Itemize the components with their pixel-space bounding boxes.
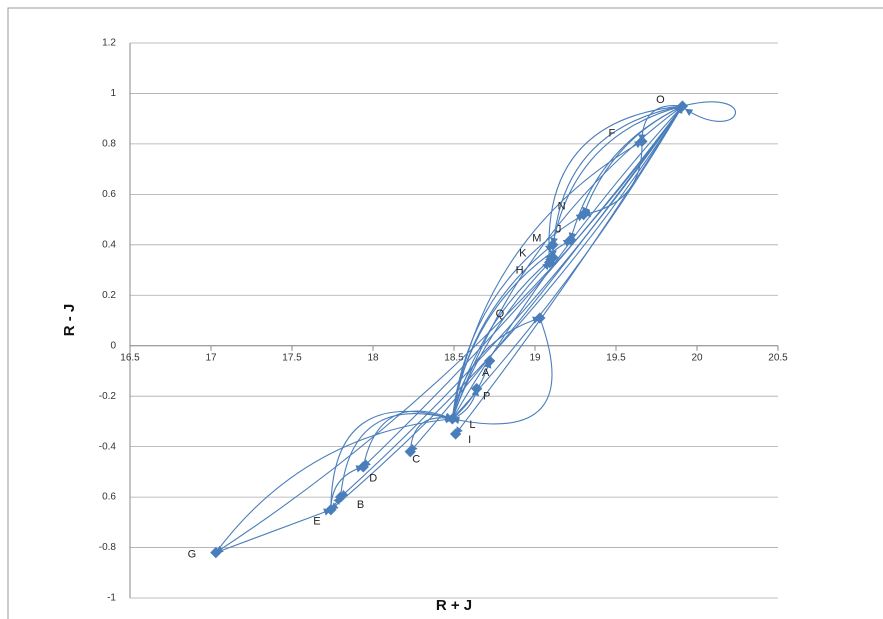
transition-arrow: [550, 105, 683, 246]
point-label: L: [469, 419, 475, 431]
point-label: B: [357, 499, 364, 511]
point-label: I: [468, 434, 471, 446]
x-tick-label: 20: [691, 352, 703, 363]
data-point: [547, 239, 559, 251]
y-tick-label: 0.6: [102, 189, 116, 200]
point-label: G: [188, 548, 197, 560]
transition-arrow: [215, 105, 683, 554]
point-label: Q: [496, 308, 505, 320]
point-label: O: [656, 94, 665, 106]
point-label: M: [532, 233, 541, 245]
data-point: [357, 461, 369, 473]
x-tick-label: 19: [529, 352, 541, 363]
transition-arrow: [340, 105, 683, 498]
transition-arrow: [330, 410, 454, 510]
y-tick-label: -0.4: [99, 441, 117, 452]
data-point: [446, 413, 459, 425]
data-point: [636, 135, 648, 148]
point-label: C: [412, 454, 420, 466]
y-tick-label: -1: [107, 593, 116, 604]
x-tick-label: 16.5: [120, 352, 140, 363]
y-tick-label: 1.2: [102, 38, 116, 49]
point-label: N: [558, 200, 566, 212]
transition-arrow: [409, 105, 683, 453]
data-point: [404, 446, 416, 458]
data-point: [564, 234, 577, 246]
transition-arrow: [340, 413, 454, 498]
transition-arrow: [362, 105, 683, 468]
point-label: H: [516, 264, 524, 276]
transition-arrow: [451, 256, 554, 420]
y-tick-label: -0.2: [99, 391, 117, 402]
y-tick-label: 1: [110, 88, 116, 99]
transition-arrow: [582, 105, 683, 216]
data-point: [483, 355, 496, 367]
x-axis-title: R + J: [436, 597, 472, 614]
point-label: E: [313, 516, 320, 528]
x-tick-label: 18: [367, 352, 379, 363]
transition-arrow: [682, 101, 737, 122]
data-point: [577, 208, 590, 221]
point-label: J: [556, 224, 562, 236]
x-tick-label: 18.5: [444, 352, 464, 363]
transition-arrow: [215, 415, 454, 553]
y-tick-label: 0.4: [102, 239, 116, 250]
transition-arrow: [451, 316, 541, 419]
y-axis-title: R - J: [61, 304, 78, 337]
transition-arrow: [451, 105, 683, 420]
y-tick-label: 0.6: [102, 492, 116, 503]
data-point: [471, 382, 483, 395]
transition-arrow: [545, 105, 683, 264]
data-point: [334, 491, 347, 503]
data-point: [449, 428, 462, 440]
transition-arrow: [451, 244, 554, 419]
y-tick-label: 0.2: [102, 290, 116, 301]
x-tick-label: 17.5: [282, 352, 302, 363]
y-tick-label: 0: [110, 340, 116, 351]
transition-arrow: [549, 105, 683, 259]
y-tick-label: 0.8: [102, 139, 116, 150]
data-point: [534, 312, 546, 324]
transition-arrow: [215, 508, 332, 554]
x-tick-label: 19.5: [606, 352, 626, 363]
transition-arrow: [451, 105, 683, 420]
transition-arrow: [451, 317, 553, 425]
point-label: K: [519, 247, 527, 259]
point-label: P: [483, 391, 490, 403]
y-tick-label: -0.8: [99, 542, 117, 553]
frame: [7, 7, 883, 619]
transition-arrow: [582, 141, 643, 218]
point-label: F: [609, 127, 616, 139]
x-tick-label: 17: [205, 352, 217, 363]
transition-arrow: [451, 140, 643, 419]
point-label: A: [482, 367, 490, 379]
transition-arrow: [362, 410, 454, 467]
transition-arrow: [455, 105, 683, 435]
data-point: [325, 504, 337, 516]
point-label: D: [369, 473, 377, 485]
transition-arrow: [451, 214, 585, 419]
transition-arrow: [330, 105, 683, 511]
data-point: [543, 256, 556, 269]
data-point: [210, 546, 222, 559]
x-tick-label: 20.5: [768, 352, 788, 363]
